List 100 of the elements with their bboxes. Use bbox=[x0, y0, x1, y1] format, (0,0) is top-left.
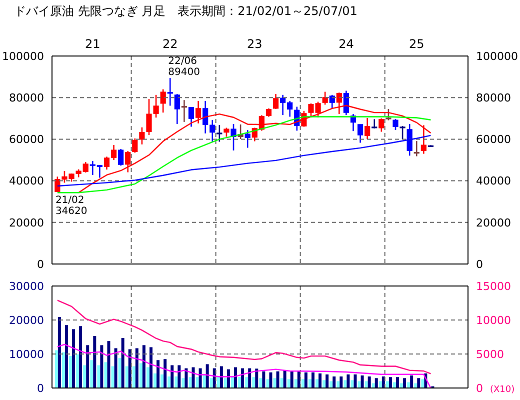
bar bbox=[245, 377, 248, 388]
bar bbox=[118, 358, 122, 388]
bar bbox=[184, 368, 188, 388]
bar bbox=[287, 379, 290, 388]
bar bbox=[125, 366, 128, 388]
x-tick-label: 24 bbox=[338, 37, 354, 51]
bar bbox=[54, 350, 58, 388]
annotation: 21/02 34620 bbox=[55, 194, 88, 217]
bar bbox=[283, 370, 286, 388]
candlestick bbox=[378, 118, 384, 132]
bar bbox=[234, 367, 238, 388]
bar bbox=[301, 379, 304, 388]
bar bbox=[248, 368, 252, 388]
bar bbox=[164, 359, 167, 388]
bar bbox=[142, 345, 146, 388]
x-tick-label: 23 bbox=[247, 37, 262, 51]
bar bbox=[374, 378, 378, 388]
bar bbox=[188, 377, 192, 388]
annotation: 22/06 89400 bbox=[168, 56, 200, 78]
bar bbox=[76, 354, 80, 388]
candlestick bbox=[216, 124, 222, 142]
y2-tick-label: 0 bbox=[476, 382, 483, 395]
bar bbox=[368, 376, 371, 388]
y2-axis-title: (X10) bbox=[490, 385, 515, 395]
bar bbox=[170, 365, 174, 388]
bar bbox=[417, 378, 420, 388]
candlestick bbox=[357, 124, 364, 144]
bar bbox=[386, 381, 389, 388]
bar bbox=[336, 381, 340, 388]
x-tick-label: 22 bbox=[162, 37, 178, 51]
bar bbox=[111, 366, 114, 388]
bar bbox=[421, 379, 424, 388]
candlestick bbox=[139, 126, 145, 146]
candlestick bbox=[160, 88, 166, 114]
bar bbox=[400, 383, 404, 388]
bar bbox=[146, 367, 150, 388]
y2-tick-label: 10000 bbox=[476, 314, 511, 327]
bar bbox=[72, 329, 76, 388]
y2-tick-label: 20000 bbox=[476, 216, 511, 230]
y-tick-label: 20000 bbox=[9, 314, 44, 327]
bar bbox=[114, 348, 118, 388]
bar bbox=[372, 383, 375, 388]
candlestick bbox=[400, 125, 406, 140]
bar bbox=[132, 366, 136, 388]
bar bbox=[280, 378, 284, 388]
bar bbox=[304, 372, 308, 388]
bar bbox=[316, 379, 319, 388]
bar bbox=[358, 381, 361, 388]
line-series bbox=[56, 300, 432, 374]
bar bbox=[311, 372, 314, 388]
candlestick bbox=[322, 91, 328, 106]
bar bbox=[178, 365, 181, 388]
bar bbox=[255, 368, 258, 388]
bar bbox=[104, 362, 108, 388]
bar bbox=[414, 383, 418, 388]
bar bbox=[121, 338, 124, 388]
bar bbox=[100, 345, 104, 388]
bar bbox=[174, 376, 178, 388]
y2-tick-label: 0 bbox=[476, 258, 483, 271]
bar bbox=[326, 374, 329, 388]
bar bbox=[252, 377, 256, 388]
bar bbox=[135, 348, 138, 388]
bar bbox=[79, 326, 82, 388]
bar bbox=[364, 381, 368, 388]
bar bbox=[90, 360, 94, 388]
bar bbox=[262, 371, 266, 388]
candlestick bbox=[181, 99, 188, 123]
bar bbox=[224, 378, 227, 388]
bar bbox=[154, 373, 157, 388]
candlestick bbox=[420, 124, 426, 154]
candlestick bbox=[329, 94, 335, 110]
bar bbox=[97, 365, 100, 388]
candlestick bbox=[188, 106, 194, 128]
bar bbox=[107, 341, 110, 388]
bar bbox=[360, 375, 364, 388]
bar bbox=[322, 380, 326, 388]
bar bbox=[340, 376, 343, 388]
bar bbox=[332, 376, 336, 388]
bar bbox=[160, 374, 164, 388]
y-tick-label: 60000 bbox=[9, 133, 44, 146]
y2-tick-label: 60000 bbox=[476, 133, 511, 146]
y-tick-label: 80000 bbox=[9, 92, 44, 105]
bar bbox=[318, 373, 322, 388]
chart-title: ドバイ原油 先限つなぎ 月足 表示期間：21/02/01～25/07/01 bbox=[14, 3, 358, 20]
bar bbox=[210, 378, 213, 388]
bar bbox=[182, 378, 185, 388]
x-tick-label: 21 bbox=[85, 37, 100, 51]
bar bbox=[308, 379, 312, 388]
bar bbox=[139, 363, 142, 388]
bar bbox=[220, 366, 223, 388]
y2-tick-label: 100000 bbox=[476, 50, 518, 63]
candlestick bbox=[364, 117, 370, 140]
bar bbox=[330, 381, 333, 388]
bar bbox=[410, 375, 414, 388]
bar bbox=[378, 381, 382, 388]
bar bbox=[86, 345, 90, 388]
bar bbox=[354, 374, 357, 388]
bar bbox=[350, 380, 354, 388]
y2-tick-label: 15000 bbox=[476, 280, 511, 293]
candlestick bbox=[272, 93, 279, 110]
